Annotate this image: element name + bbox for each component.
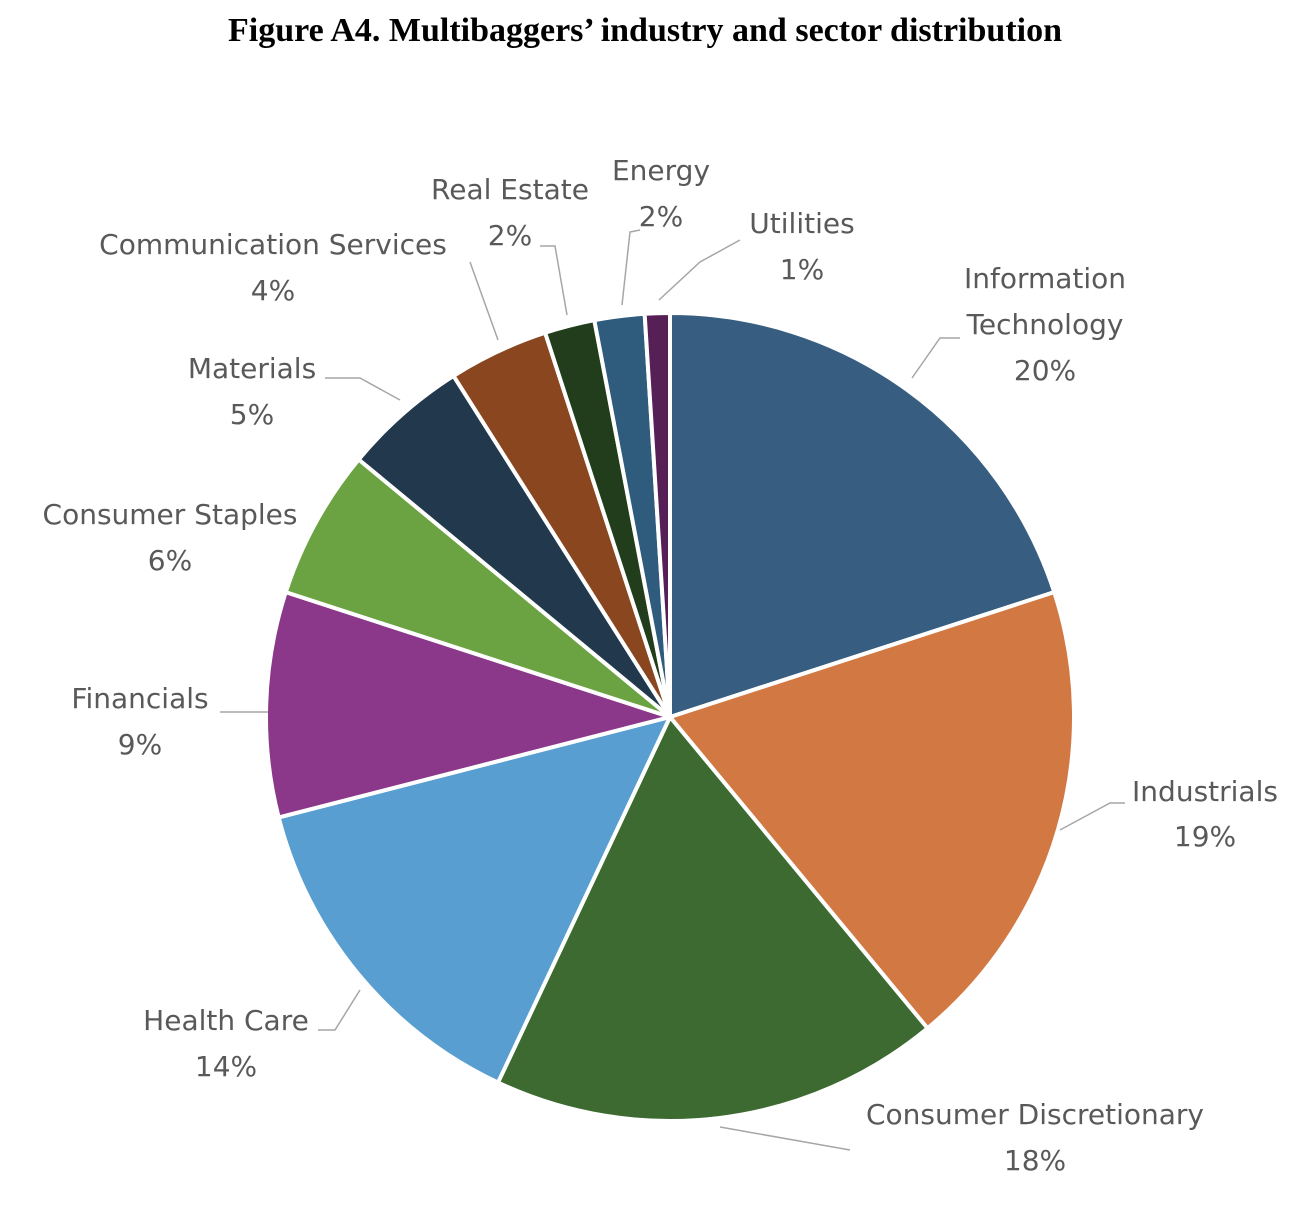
- pie-slice-information-technology: [668, 311, 1057, 719]
- data-label-financials: Financials 9%: [71, 682, 208, 761]
- leader-line-industrials: [1059, 802, 1125, 831]
- data-label-consumer-staples: Consumer Staples 6%: [43, 498, 298, 577]
- chart-title: Figure A4. Multibaggers’ industry and se…: [228, 12, 1062, 49]
- leader-line-utilities: [658, 239, 741, 301]
- leader-line-materials: [325, 377, 401, 401]
- leader-line-consumer-discretionary: [719, 1126, 851, 1151]
- data-label-consumer-discretionary: Consumer Discretionary 18%: [866, 1098, 1204, 1177]
- leader-line-health-care: [318, 989, 361, 1031]
- data-label-communication-services: Communication Services 4%: [99, 228, 447, 307]
- data-label-materials: Materials 5%: [188, 352, 316, 431]
- pie-slice-consumer-discretionary: [495, 715, 930, 1123]
- leader-line-real-estate: [540, 245, 568, 316]
- data-label-real-estate: Real Estate 2%: [431, 173, 589, 252]
- leader-line-energy: [621, 229, 641, 306]
- pie-slice-health-care: [276, 715, 672, 1085]
- data-label-industrials: Industrials 19%: [1132, 775, 1278, 853]
- pie-slice-industrials: [668, 590, 1076, 1031]
- leader-line-information-technology: [911, 337, 960, 379]
- data-label-information-technology: Information Technology 20%: [964, 262, 1126, 387]
- data-label-utilities: Utilities 1%: [749, 207, 854, 286]
- leader-line-communication-services: [469, 261, 499, 341]
- pie-slice-utilities: [642, 311, 672, 719]
- data-label-energy: Energy 2%: [612, 154, 710, 233]
- pie-slice-consumer-staples: [283, 457, 672, 719]
- data-label-health-care: Health Care 14%: [143, 1004, 309, 1083]
- pie-slice-financials: [264, 590, 672, 820]
